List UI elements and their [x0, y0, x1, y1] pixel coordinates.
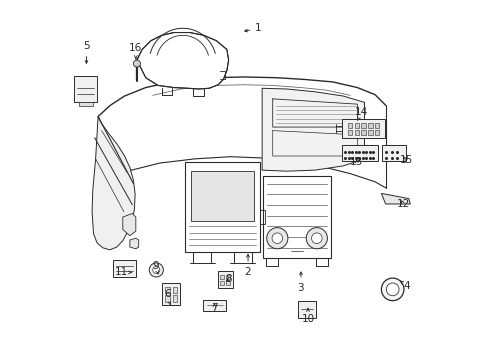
Circle shape [381, 278, 403, 301]
Text: 8: 8 [225, 274, 231, 284]
Text: 9: 9 [152, 261, 159, 274]
Text: 1: 1 [244, 23, 262, 33]
Bar [172, 287, 177, 293]
Polygon shape [381, 145, 405, 161]
Text: 16: 16 [129, 43, 142, 59]
Polygon shape [341, 145, 377, 161]
Bar [354, 123, 358, 128]
Polygon shape [190, 171, 253, 221]
Polygon shape [130, 238, 139, 249]
Circle shape [266, 228, 287, 249]
Bar [347, 130, 352, 135]
Text: 3: 3 [297, 272, 304, 293]
Polygon shape [381, 193, 409, 204]
Bar [225, 275, 230, 279]
Bar [347, 123, 352, 128]
Polygon shape [203, 300, 225, 311]
Bar [361, 123, 365, 128]
Circle shape [271, 233, 282, 243]
Polygon shape [137, 32, 228, 89]
Text: 4: 4 [400, 281, 409, 291]
Circle shape [133, 60, 140, 67]
Text: 12: 12 [396, 199, 409, 209]
Text: 10: 10 [301, 309, 314, 324]
Polygon shape [79, 102, 93, 106]
Bar [225, 280, 230, 285]
Polygon shape [298, 301, 315, 318]
Bar [361, 130, 365, 135]
Bar [367, 130, 372, 135]
Bar [367, 123, 372, 128]
Polygon shape [263, 176, 330, 258]
Polygon shape [92, 117, 135, 250]
Bar [164, 295, 169, 302]
Bar [172, 295, 177, 302]
Bar [354, 130, 358, 135]
Polygon shape [217, 271, 233, 288]
Circle shape [311, 233, 322, 243]
Polygon shape [162, 283, 180, 305]
Text: 2: 2 [244, 255, 251, 277]
Circle shape [305, 228, 327, 249]
Polygon shape [184, 162, 260, 252]
Text: 7: 7 [211, 303, 217, 313]
Circle shape [149, 263, 163, 277]
Polygon shape [113, 260, 136, 277]
Text: 11: 11 [115, 267, 131, 278]
Text: 13: 13 [349, 157, 363, 167]
Bar [219, 280, 224, 285]
Text: 5: 5 [83, 41, 90, 63]
Polygon shape [74, 76, 97, 102]
Bar [374, 123, 379, 128]
Text: 14: 14 [354, 107, 367, 120]
Polygon shape [341, 119, 384, 138]
Polygon shape [262, 88, 364, 171]
Polygon shape [122, 213, 136, 236]
Bar [374, 130, 379, 135]
Circle shape [152, 266, 160, 274]
Text: 6: 6 [164, 289, 170, 305]
Circle shape [386, 283, 398, 296]
Bar [219, 275, 224, 279]
Bar [164, 287, 169, 293]
Text: 15: 15 [399, 154, 412, 165]
